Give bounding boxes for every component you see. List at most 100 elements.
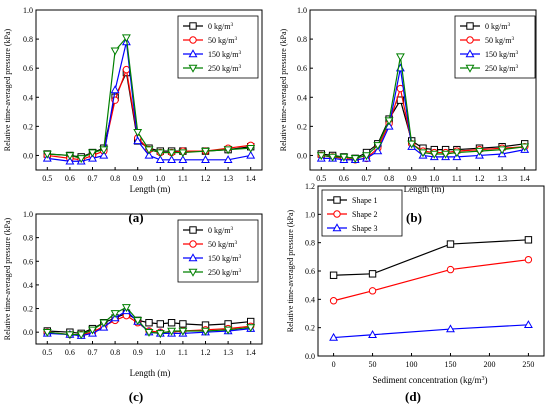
- legend-label-text: 250 kg/m: [208, 268, 239, 277]
- x-tick-label: 1.3: [223, 348, 233, 357]
- legend-swatch-marker: [465, 64, 475, 73]
- legend-label-text: 150 kg/m: [208, 50, 239, 59]
- legend-swatch-marker: [333, 210, 341, 218]
- data-point: [167, 155, 177, 164]
- series-250-kg-m3: [42, 304, 256, 340]
- data-point: [145, 319, 153, 327]
- data-point: [373, 146, 383, 155]
- legend-label: Shape 1: [352, 196, 378, 205]
- series-line: [333, 239, 529, 276]
- x-tick-label: 0.9: [133, 174, 143, 183]
- y-tick-label: 1.0: [23, 210, 33, 219]
- series-shape-2: [329, 255, 533, 305]
- data-point: [246, 144, 256, 153]
- data-point: [179, 320, 187, 328]
- legend-swatch-marker: [188, 253, 198, 262]
- x-axis-label: Length (m): [130, 368, 171, 378]
- data-point: [99, 319, 109, 328]
- plot-frame: [35, 9, 263, 171]
- legend-swatch-marker: [189, 226, 197, 234]
- x-tick-label: 0: [332, 360, 336, 369]
- data-point: [441, 150, 451, 159]
- data-point: [110, 47, 120, 56]
- data-point: [99, 146, 109, 155]
- data-point: [429, 150, 439, 159]
- legend-label: 50 kg/m3: [485, 36, 514, 45]
- data-point: [362, 152, 371, 161]
- y-tick-label: 0.4: [297, 93, 307, 102]
- x-tick-label: 0.5: [42, 348, 52, 357]
- legend-label-superscript: 3: [511, 36, 514, 42]
- data-point: [144, 146, 154, 155]
- data-point: [88, 153, 97, 162]
- y-axis-label: Relative time-averaged pressure (kPa): [279, 28, 288, 151]
- data-point: [156, 320, 165, 328]
- data-point: [65, 152, 75, 161]
- data-point: [446, 324, 455, 333]
- data-point: [122, 65, 131, 74]
- y-tick-label: 1.0: [23, 6, 33, 15]
- data-point: [155, 330, 165, 339]
- y-tick-label: 0.8: [23, 234, 33, 243]
- series-line: [321, 86, 525, 161]
- data-point: [368, 330, 378, 338]
- legend-swatch-marker: [188, 49, 198, 58]
- x-tick-label: 1.1: [178, 174, 188, 183]
- y-tick-label: 0.0: [23, 328, 33, 337]
- y-tick-label: 0.0: [305, 352, 315, 361]
- data-point: [99, 150, 109, 159]
- legend-swatch-marker: [332, 223, 342, 232]
- legend: Shape 1 Shape 2 Shape 3: [321, 189, 403, 237]
- x-tick-label: 150: [444, 360, 456, 369]
- data-point: [178, 155, 188, 164]
- x-tick-label: 1.4: [520, 174, 530, 183]
- data-point: [65, 156, 75, 165]
- data-point: [246, 150, 256, 159]
- y-tick-label: 0.6: [297, 64, 307, 73]
- x-tick-label: 200: [483, 360, 495, 369]
- x-tick-label: 0.8: [384, 174, 394, 183]
- data-point: [316, 152, 326, 161]
- x-tick-label: 1.3: [223, 174, 233, 183]
- data-point: [133, 128, 143, 137]
- x-tick-label: 1.4: [246, 174, 256, 183]
- data-point: [497, 146, 507, 155]
- data-point: [121, 304, 131, 313]
- legend-swatch-marker: [466, 36, 474, 44]
- y-tick-label: 0.2: [23, 305, 33, 314]
- chart-panel: 0.5 0.6 0.7 0.8 0.9 1.0 1.1 1.2 1.3 1.4 0.0 0.2 0.4 0…: [279, 6, 537, 225]
- data-point: [350, 155, 360, 164]
- data-point: [76, 155, 86, 164]
- x-tick-label: 1.0: [155, 174, 165, 183]
- series-line: [321, 68, 525, 161]
- data-point: [520, 143, 530, 152]
- data-point: [76, 331, 86, 340]
- legend-label-text: 50 kg/m: [208, 36, 235, 45]
- data-point: [178, 327, 188, 336]
- legend-swatch-marker: [189, 240, 197, 248]
- data-point: [475, 147, 484, 156]
- data-point: [523, 320, 533, 329]
- x-axis-label: Sediment concentration (kg/m3): [373, 375, 488, 385]
- chart-panel: 0 50 100 150 200 250 0.0 0.2 0.4 0.6 0.8 1.0 1.2 Sedi…: [286, 182, 545, 404]
- y-tick-label: 0.6: [305, 267, 315, 276]
- series-shape-3: [329, 320, 533, 341]
- data-point: [201, 147, 210, 156]
- x-tick-label: 250: [522, 360, 534, 369]
- data-point: [178, 149, 188, 158]
- data-point: [88, 326, 97, 335]
- series-shape-1: [329, 236, 533, 279]
- legend-label: 250 kg/m3: [485, 64, 518, 73]
- legend-label: 250 kg/m3: [208, 64, 241, 73]
- legend-label-text: 0 kg/m: [208, 22, 231, 31]
- legend-swatch-marker: [188, 64, 198, 73]
- x-tick-label: 0.8: [110, 174, 120, 183]
- y-tick-label: 0.8: [23, 35, 33, 44]
- x-tick-label: 0.6: [65, 348, 75, 357]
- data-point: [452, 149, 462, 158]
- y-tick-label: 0.4: [305, 295, 315, 304]
- panel-label: (d): [405, 389, 421, 404]
- legend-label-text: 50 kg/m: [485, 36, 512, 45]
- series-150-kg-m3: [42, 37, 256, 165]
